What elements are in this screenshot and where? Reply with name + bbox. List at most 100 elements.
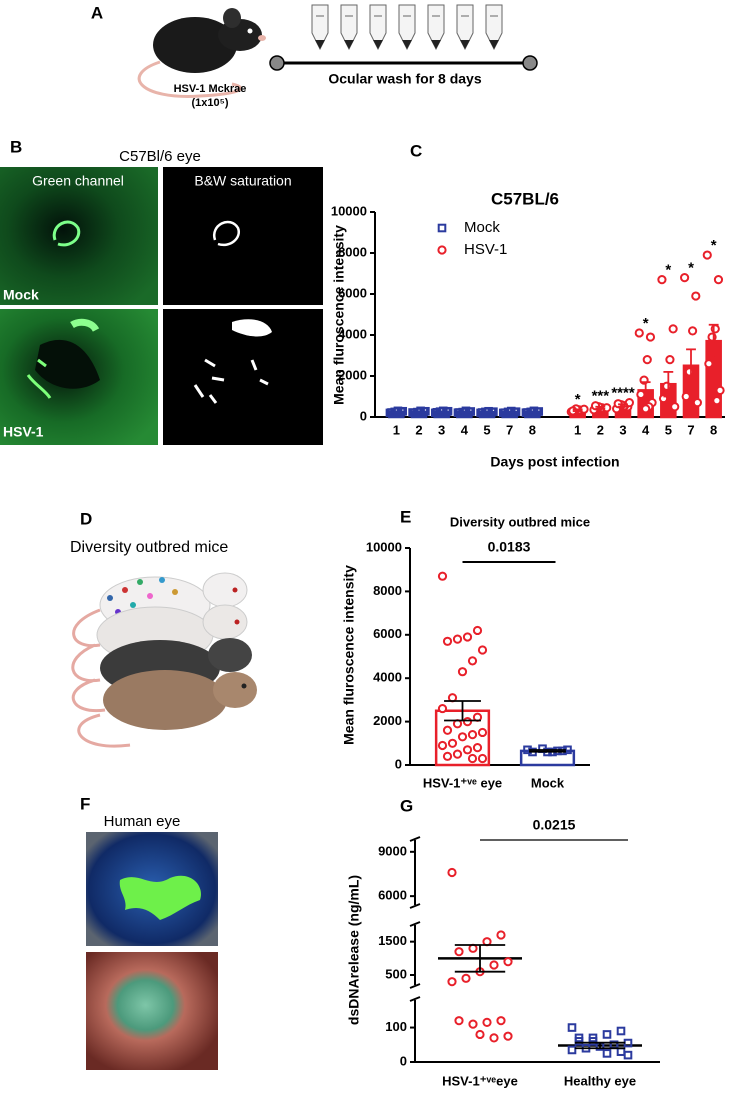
data-point <box>468 1019 478 1029</box>
data-point <box>680 273 690 283</box>
data-point <box>467 656 478 666</box>
data-point <box>684 367 695 377</box>
data-point <box>477 753 488 764</box>
eye-image-part <box>163 167 323 305</box>
mice-illustration-part <box>71 608 131 748</box>
human-eye-image-part <box>86 952 218 1070</box>
data-point <box>688 326 698 336</box>
mouse-illustration-part <box>137 60 243 98</box>
data-point <box>437 703 448 714</box>
data-point <box>715 385 725 395</box>
data-point <box>588 1037 598 1046</box>
significance-label: *** <box>592 388 610 405</box>
axis-break <box>409 983 421 989</box>
significance-label: * <box>688 260 694 277</box>
y-tick-label: 0 <box>400 1053 407 1068</box>
mouse-illustration-part <box>247 28 253 34</box>
panel-label: F <box>80 794 90 813</box>
y-tick-label: 10000 <box>331 203 367 218</box>
data-point <box>452 749 463 759</box>
data-point <box>670 402 680 412</box>
data-point <box>437 223 447 233</box>
tube-tip <box>431 40 441 49</box>
eye-image <box>0 167 323 445</box>
human-eye-image <box>86 832 218 1070</box>
significance-label: **** <box>611 385 635 402</box>
panel-title: Human eye <box>104 813 181 830</box>
y-tick-label: 6000 <box>378 888 407 903</box>
data-point <box>462 632 473 642</box>
data-point <box>437 245 447 255</box>
x-tick-label: 2 <box>597 422 604 437</box>
mice-illustration-part <box>202 604 248 640</box>
y-tick-label: 8000 <box>373 583 402 598</box>
chart-title: C57BL/6 <box>491 189 559 208</box>
mice-illustration-part <box>137 579 143 585</box>
data-point <box>602 403 612 413</box>
data-point <box>489 1033 499 1043</box>
y-tick-label: 1500 <box>378 933 407 948</box>
row-label: HSV-1 <box>3 424 44 440</box>
data-point <box>475 1029 485 1040</box>
panel-label: B <box>10 137 22 156</box>
data-point <box>447 738 458 748</box>
data-point <box>467 730 478 740</box>
dose-label: (1x10⁵) <box>192 97 229 109</box>
mice-illustration-part <box>202 572 248 608</box>
tube-row <box>311 4 503 51</box>
human-eye-image-part <box>119 875 201 920</box>
eye-image-part <box>232 319 272 337</box>
significance-label: * <box>575 391 581 408</box>
data-point <box>437 571 448 581</box>
data-point <box>634 328 644 338</box>
mice-illustration-part <box>130 602 136 608</box>
data-point <box>662 381 672 391</box>
panel-label: E <box>400 507 411 526</box>
eye-image-part <box>35 339 100 389</box>
y-tick-label: 2000 <box>338 367 367 382</box>
data-point <box>567 1045 577 1055</box>
data-point <box>452 634 463 644</box>
x-tick-label: 7 <box>506 422 513 437</box>
x-tick-label: 2 <box>415 422 422 437</box>
significance-label: * <box>665 262 671 279</box>
tube-tip <box>489 40 499 49</box>
data-point <box>641 404 651 414</box>
y-tick-label: 0 <box>395 756 402 771</box>
data-point <box>457 732 468 742</box>
data-point <box>602 1049 612 1058</box>
mice-illustration-part <box>208 638 252 672</box>
data-point <box>503 1031 513 1041</box>
data-point <box>462 745 473 755</box>
data-point <box>442 751 453 761</box>
x-tick-label: 8 <box>710 422 717 437</box>
chart-title: Diversity outbred mice <box>450 514 590 529</box>
x-tick-label: 5 <box>665 422 672 437</box>
eye-image-part <box>212 220 241 247</box>
timeline-label: Ocular wash for 8 days <box>328 71 481 87</box>
legend-label: HSV-1 <box>464 241 507 258</box>
x-tick-label: 4 <box>461 422 469 437</box>
data-point <box>692 398 703 408</box>
significance-label: * <box>711 237 717 254</box>
data-point <box>636 389 646 400</box>
significance-label: * <box>643 315 649 332</box>
column-label: Green channel <box>32 173 124 189</box>
row-label: Mock <box>3 287 39 303</box>
y-tick-label: 0 <box>360 408 367 423</box>
panel-label: G <box>400 796 413 815</box>
mice-illustration-part <box>147 593 153 599</box>
mouse-illustration-part <box>153 17 237 73</box>
data-point <box>454 947 464 957</box>
x-tick-label: 8 <box>529 422 536 437</box>
x-tick-label: 4 <box>642 422 650 437</box>
column-label: B&W saturation <box>194 173 291 189</box>
y-tick-label: 8000 <box>338 244 367 259</box>
panel-label: D <box>80 509 92 528</box>
data-point <box>567 1023 577 1032</box>
data-point <box>477 645 488 655</box>
p-value: 0.0215 <box>533 817 576 833</box>
x-tick-label: 5 <box>483 422 490 437</box>
data-point <box>482 1017 492 1027</box>
